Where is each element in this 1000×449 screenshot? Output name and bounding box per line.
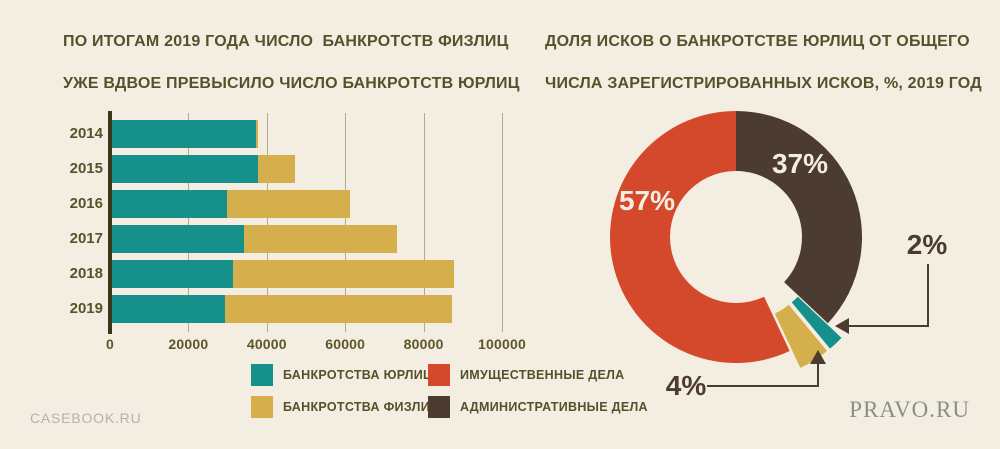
bar-segment-2014 xyxy=(256,120,258,148)
legend-swatch xyxy=(251,364,273,386)
donut-chart-title: ДОЛЯ ИСКОВ О БАНКРОТСТВЕ ЮРЛИЦ ОТ ОБЩЕГО… xyxy=(545,31,982,94)
bar-chart-title-line1: ПО ИТОГАМ 2019 ГОДА ЧИСЛО БАНКРОТСТВ ФИЗ… xyxy=(63,33,509,50)
x-tick-80000: 80000 xyxy=(403,336,444,352)
bar-row-2017 xyxy=(111,225,398,253)
bar-segment-2017 xyxy=(111,225,245,253)
bar-segment-2016 xyxy=(111,190,227,218)
x-tick-20000: 20000 xyxy=(168,336,209,352)
legend-label: АДМИНИСТРАТИВНЫЕ ДЕЛА xyxy=(460,400,648,414)
callout-arrowhead-icon xyxy=(810,350,826,364)
bar-segment-2015 xyxy=(258,155,296,183)
bar-segment-2018 xyxy=(111,260,233,288)
legend-swatch xyxy=(251,396,273,418)
year-label-2018: 2018 xyxy=(69,265,103,282)
legend-swatch xyxy=(428,396,450,418)
gridline-40000 xyxy=(266,113,268,332)
bar-segment-2018 xyxy=(232,260,454,288)
donut-chart: 37% 2% 4% 57% xyxy=(610,111,948,401)
bar-chart-title-line2: УЖЕ ВДВОЕ ПРЕВЫСИЛО ЧИСЛО БАНКРОТСТВ ЮРЛ… xyxy=(63,75,520,92)
bar-row-2015 xyxy=(111,155,296,183)
x-tick-0: 0 xyxy=(106,336,114,352)
donut-slice-37% xyxy=(736,111,862,324)
bar-segment-2017 xyxy=(244,225,398,253)
donut-chart-title-line2: ЧИСЛА ЗАРЕГИСТРИРОВАННЫХ ИСКОВ, %, 2019 … xyxy=(545,75,982,92)
x-tick-40000: 40000 xyxy=(246,336,287,352)
bar-row-2018 xyxy=(111,260,454,288)
bar-segment-2019 xyxy=(111,295,225,323)
gridline-80000 xyxy=(423,113,425,332)
donut-slice-57% xyxy=(610,111,790,363)
donut-slice-2% xyxy=(791,296,842,349)
donut-chart-title-line1: ДОЛЯ ИСКОВ О БАНКРОТСТВЕ ЮРЛИЦ ОТ ОБЩЕГО xyxy=(545,33,970,50)
legend-label: ИМУЩЕСТВЕННЫЕ ДЕЛА xyxy=(460,368,625,382)
legend-label: БАНКРОТСТВА ФИЗЛИЦ xyxy=(283,400,440,414)
year-label-2017: 2017 xyxy=(69,230,103,247)
pravo-logo: PRAVO.RU xyxy=(849,397,970,422)
legend-swatch xyxy=(428,364,450,386)
bar-segment-2019 xyxy=(224,295,453,323)
gridline-60000 xyxy=(345,113,347,332)
legend-item: БАНКРОТСТВА ФИЗЛИЦ xyxy=(251,396,439,418)
donut-label-57%: 57% xyxy=(619,185,675,216)
legend-label: БАНКРОТСТВА ЮРЛИЦ xyxy=(283,368,433,382)
gridline-100000 xyxy=(502,113,503,332)
bar-row-2014 xyxy=(111,120,258,148)
bar-segment-2015 xyxy=(111,155,258,183)
year-label-2016: 2016 xyxy=(69,195,103,212)
bar-row-2019 xyxy=(111,295,453,323)
legend-item: БАНКРОТСТВА ЮРЛИЦ xyxy=(251,364,439,386)
donut-slice-4% xyxy=(774,304,828,368)
y-axis-line xyxy=(108,111,112,334)
legend-column-left: БАНКРОТСТВА ЮРЛИЦ БАНКРОТСТВА ФИЗЛИЦ xyxy=(251,364,439,428)
legend-item: ИМУЩЕСТВЕННЫЕ ДЕЛА xyxy=(428,364,648,386)
legend-item: АДМИНИСТРАТИВНЫЕ ДЕЛА xyxy=(428,396,648,418)
year-label-2015: 2015 xyxy=(69,160,103,177)
x-tick-100000: 100000 xyxy=(478,336,526,352)
donut-label-2%: 2% xyxy=(907,229,948,260)
donut-label-37%: 37% xyxy=(772,148,828,179)
callout-line-4pct xyxy=(707,364,819,387)
donut-label-4%: 4% xyxy=(666,370,707,401)
bar-chart-plot xyxy=(108,111,503,334)
x-tick-60000: 60000 xyxy=(325,336,366,352)
bar-chart-title: ПО ИТОГАМ 2019 ГОДА ЧИСЛО БАНКРОТСТВ ФИЗ… xyxy=(63,31,520,94)
gridline-20000 xyxy=(188,113,190,332)
year-label-2019: 2019 xyxy=(69,300,103,317)
year-label-2014: 2014 xyxy=(69,125,103,142)
bar-segment-2016 xyxy=(226,190,351,218)
callout-line-2pct xyxy=(847,264,929,327)
casebook-logo: CASEBOOK.RU xyxy=(30,410,142,426)
bar-segment-2014 xyxy=(111,120,257,148)
legend-column-right: ИМУЩЕСТВЕННЫЕ ДЕЛА АДМИНИСТРАТИВНЫЕ ДЕЛА xyxy=(428,364,648,428)
callout-arrowhead-icon xyxy=(835,318,849,334)
bar-row-2016 xyxy=(111,190,351,218)
